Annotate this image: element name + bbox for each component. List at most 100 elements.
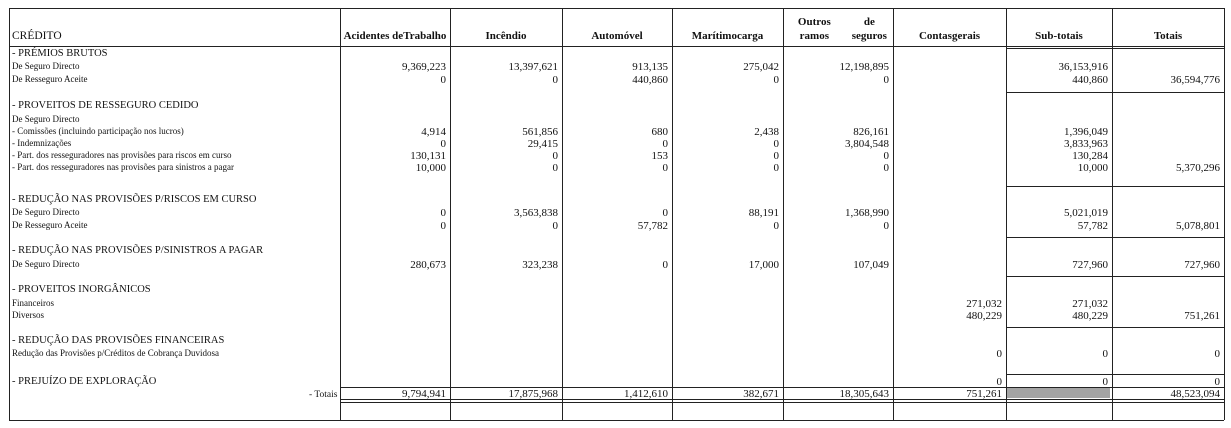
cell-value: 280,673	[410, 259, 446, 271]
cell-value: 88,191	[748, 207, 779, 219]
cell-value: 5,078,801	[1176, 220, 1220, 232]
cell-value: 1,396,049	[1064, 126, 1108, 138]
cell-value: 440,860	[632, 74, 668, 86]
column-header-line2: Sub-totais	[1035, 30, 1083, 42]
cell-value: 271,032	[966, 298, 1002, 310]
cell-value: 0	[662, 207, 669, 219]
row-label: - Indemnizações	[12, 138, 72, 148]
row-label: - PROVEITOS DE RESSEGURO CEDIDO	[12, 100, 199, 111]
cell-value: 0	[552, 220, 559, 232]
cell-value: 36,594,776	[1170, 74, 1221, 86]
cell-value: 680	[651, 126, 669, 138]
column-header-line2: Automóvel	[591, 30, 643, 42]
column-header-line2: Totais	[1153, 30, 1183, 42]
row-label: - REDUÇÃO DAS PROVISÕES FINANCEIRAS	[12, 335, 225, 346]
row-label: Redução das Provisões p/Créditos de Cobr…	[12, 348, 219, 358]
cell-value: 0	[773, 150, 780, 162]
table-title: CRÉDITO	[12, 30, 62, 42]
cell-value: 0	[883, 150, 890, 162]
cell-value: 561,856	[522, 126, 558, 138]
column-header-line2: carga	[736, 30, 764, 42]
column-header-2: Incêndio	[450, 8, 562, 46]
column-header-line1: Outros ramos	[797, 16, 831, 42]
cell-value: 0	[552, 74, 559, 86]
total-value: 9,794,941	[402, 388, 446, 400]
column-header-line1: Marítimo	[691, 30, 737, 42]
cell-value: 0	[552, 162, 559, 174]
cell-value: 727,960	[1184, 259, 1220, 271]
cell-value: 826,161	[853, 126, 889, 138]
column-header-4: Marítimo carga	[672, 8, 783, 46]
row-label: - PREJUÍZO DE EXPLORAÇÃO	[12, 376, 157, 387]
row-label: - Comissões (incluindo participação nos …	[12, 126, 184, 136]
cell-value: 0	[440, 220, 447, 232]
cell-value: 1,368,990	[845, 207, 889, 219]
cell-value: 0	[662, 138, 669, 150]
row-label: Financeiros	[12, 298, 54, 308]
cell-value: 10,000	[1077, 162, 1108, 174]
row-label: - REDUÇÃO NAS PROVISÕES P/SINISTROS A PA…	[12, 245, 264, 256]
cell-value: 12,198,895	[839, 61, 890, 73]
total-value: 751,261	[966, 388, 1002, 400]
total-value: 382,671	[743, 388, 779, 400]
cell-value: 0	[1214, 376, 1221, 388]
credit-table: CRÉDITO Acidentes de Trabalho Incêndio Auto…	[9, 8, 1225, 421]
column-header-7: Sub-totais	[1006, 8, 1112, 46]
cell-value: 0	[440, 138, 447, 150]
cell-value: 0	[773, 220, 780, 232]
row-label: Diversos	[12, 310, 44, 320]
cell-value: 0	[883, 220, 890, 232]
cell-value: 130,284	[1072, 150, 1108, 162]
cell-value: 57,782	[1077, 220, 1108, 232]
cell-value: 17,000	[748, 259, 779, 271]
cell-value: 0	[883, 162, 890, 174]
totals-label: - Totais	[309, 390, 338, 400]
cell-value: 0	[773, 162, 780, 174]
row-label: - PROVEITOS INORGÂNICOS	[12, 284, 151, 295]
column-header-line2: de seguros	[851, 16, 887, 42]
cell-value: 440,860	[1072, 74, 1108, 86]
cell-value: 0	[552, 150, 559, 162]
row-label: - Part. dos resseguradores nas provisões…	[12, 150, 232, 160]
row-label: - PRÉMIOS BRUTOS	[12, 48, 108, 59]
row-label: De Seguro Directo	[12, 259, 80, 269]
row-label: De Resseguro Aceite	[12, 220, 88, 230]
row-label: De Seguro Directo	[12, 61, 80, 71]
column-header-8: Totais	[1112, 8, 1224, 46]
column-header-5: Outros ramos de seguros	[783, 8, 893, 46]
cell-value: 0	[440, 207, 447, 219]
total-value: 17,875,968	[508, 388, 559, 400]
cell-value: 9,369,223	[402, 61, 446, 73]
row-label: De Seguro Directo	[12, 207, 80, 217]
cell-value: 0	[1102, 376, 1109, 388]
cell-value: 913,135	[632, 61, 668, 73]
shaded-cell	[1007, 388, 1110, 398]
cell-value: 480,229	[1072, 310, 1108, 322]
total-value: 1,412,610	[624, 388, 668, 400]
cell-value: 275,042	[743, 61, 779, 73]
column-header-3: Automóvel	[562, 8, 672, 46]
cell-value: 3,563,838	[514, 207, 558, 219]
cell-value: 480,229	[966, 310, 1002, 322]
column-header-line2: gerais	[951, 30, 981, 42]
cell-value: 0	[440, 74, 447, 86]
row-label: De Resseguro Aceite	[12, 74, 88, 84]
cell-value: 10,000	[415, 162, 446, 174]
cell-value: 0	[662, 259, 669, 271]
column-header-line1: Contas	[918, 30, 952, 42]
cell-value: 0	[773, 138, 780, 150]
cell-value: 107,049	[853, 259, 889, 271]
cell-value: 5,370,296	[1176, 162, 1220, 174]
cell-value: 153	[651, 150, 669, 162]
cell-value: 0	[1102, 348, 1109, 360]
cell-value: 0	[773, 74, 780, 86]
row-label: - Part. dos resseguradores nas provisões…	[12, 162, 234, 172]
cell-value: 2,438	[754, 126, 779, 138]
cell-value: 271,032	[1072, 298, 1108, 310]
cell-value: 57,782	[637, 220, 668, 232]
cell-value: 0	[662, 162, 669, 174]
total-value: 18,305,643	[839, 388, 890, 400]
cell-value: 0	[883, 74, 890, 86]
row-label: - REDUÇÃO NAS PROVISÕES P/RISCOS EM CURS…	[12, 194, 257, 205]
cell-value: 0	[996, 348, 1003, 360]
